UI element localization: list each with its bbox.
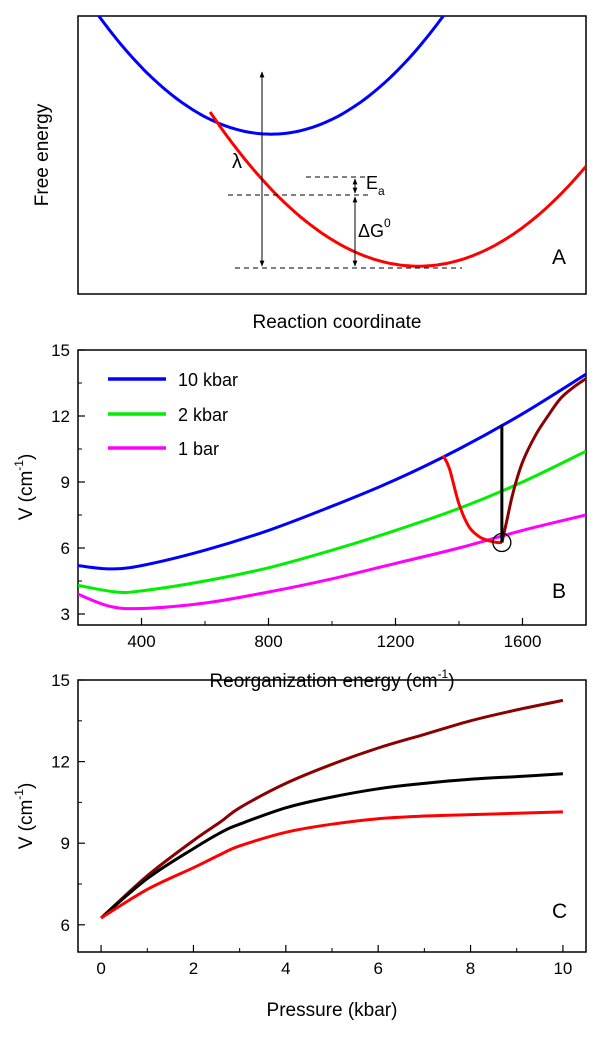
crossing-marker-circle	[492, 532, 512, 553]
panel-c-letter: C	[552, 900, 567, 923]
panel-c-series-curve-2	[100, 810, 563, 920]
panel-c-x-tick-label: 4	[281, 959, 290, 978]
panel-a-curve-product	[208, 111, 586, 268]
panel-c-xlabel: Pressure (kbar)	[267, 1000, 398, 1021]
panel-c-ylabel: V (cm-1)	[12, 783, 37, 850]
panel-b-series-curve-4	[500, 377, 586, 543]
panel-c-series-curve-0	[100, 698, 564, 920]
panel-b-ylabel: V (cm-1)	[12, 454, 37, 521]
lambda-label: λ	[232, 151, 242, 173]
panel-c-frame	[77, 679, 587, 953]
panel-b-series-2-kbar	[78, 449, 586, 595]
panel-a-xlabel: Reaction coordinate	[253, 312, 422, 333]
panel-b-y-tick-label: 9	[61, 473, 70, 492]
panel-b-x-tick-label: 1200	[377, 632, 415, 651]
legend-label-2-kbar: 2 kbar	[178, 405, 228, 425]
panel-c-y-tick-label: 12	[51, 753, 70, 772]
panel-a-ylabel: Free energy	[32, 103, 53, 206]
panel-c-x-tick-label: 10	[553, 959, 572, 978]
legend-label-10-kbar: 10 kbar	[178, 370, 238, 390]
panel-c: 0 2 4 6 8 10 6 9 12 15 C V (cm-1) Pressure (kbar)	[12, 671, 587, 1021]
panel-c-y-tick-label: 6	[61, 916, 70, 935]
panel-a: λ Ea ΔG0 A Free energy Reaction coordina…	[32, 15, 587, 333]
panel-b-series-curve-3	[441, 454, 502, 545]
panel-b-series-10-kbar	[78, 372, 586, 571]
panel-b-x-tick-label: 400	[127, 632, 155, 651]
panel-b-letter: B	[552, 580, 566, 603]
panel-a-curve-reactant	[97, 16, 446, 136]
panel-c-x-tick-label: 6	[373, 959, 382, 978]
panel-a-letter: A	[552, 246, 566, 269]
panel-b: 400 800 1200 1600 3 6 9 12 15 10 kbar 2 kbar 1 b…	[12, 341, 587, 692]
legend: 10 kbar 2 kbar 1 bar	[108, 370, 238, 459]
panel-c-y-tick-label: 15	[51, 671, 70, 690]
panel-c-x-tick-label: 0	[96, 959, 105, 978]
panel-b-y-tick-label: 12	[51, 407, 70, 426]
panel-b-x-tick-label: 800	[254, 632, 282, 651]
panel-c-x-tick-label: 2	[189, 959, 198, 978]
panel-b-y-tick-label: 3	[61, 605, 70, 624]
delta-g-label: ΔG0	[358, 216, 391, 241]
panel-b-x-tick-label: 1600	[504, 632, 542, 651]
panel-c-series-curve-1	[100, 772, 563, 920]
panel-b-y-tick-label: 15	[51, 341, 70, 360]
panel-c-x-tick-label: 8	[466, 959, 475, 978]
panel-b-y-tick-label: 6	[61, 539, 70, 558]
panel-b-xlabel: Reorganization energy (cm-1)	[209, 667, 454, 692]
legend-label-1-bar: 1 bar	[178, 439, 219, 459]
panel-a-frame	[77, 15, 587, 295]
ea-label: Ea	[366, 173, 385, 198]
panel-c-y-tick-label: 9	[61, 834, 70, 853]
